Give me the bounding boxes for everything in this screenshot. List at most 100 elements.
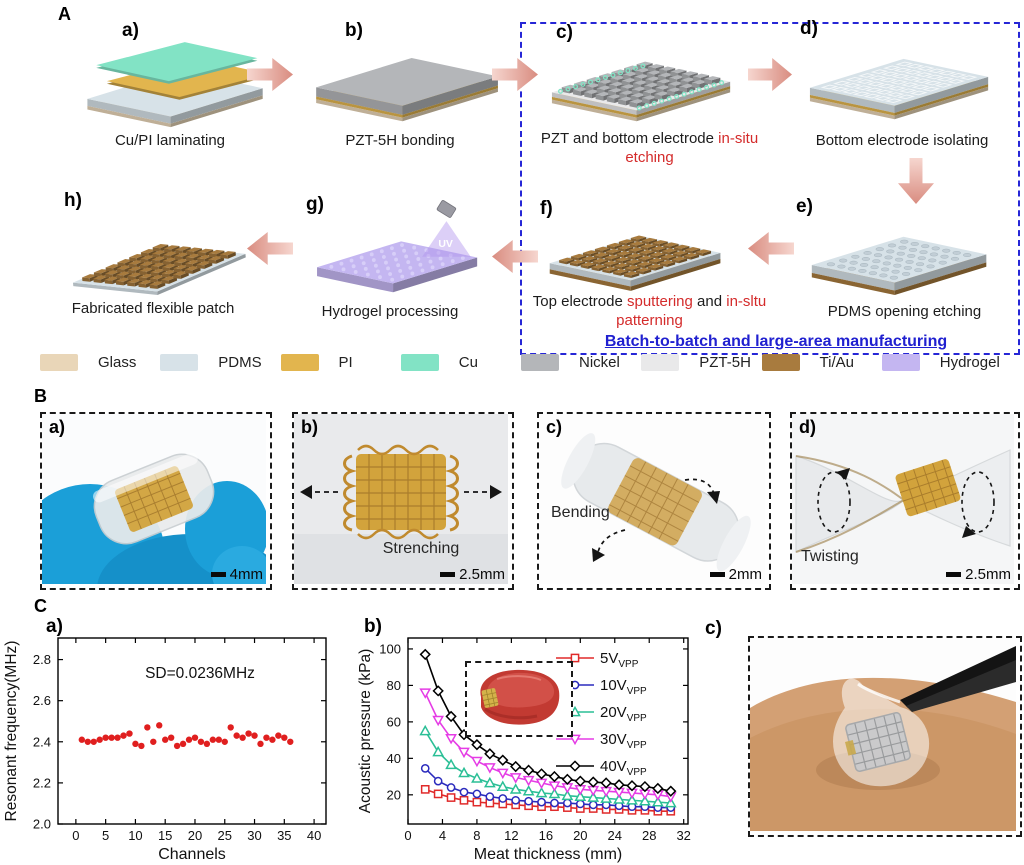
cu-label: Cu xyxy=(458,353,478,371)
svg-text:5: 5 xyxy=(102,828,109,843)
svg-text:100: 100 xyxy=(379,641,401,656)
step-c-label: c) xyxy=(556,22,573,43)
scalebar-a-bar xyxy=(210,572,226,577)
scalebar-b: 2.5mm xyxy=(440,566,505,583)
glass-swatch xyxy=(40,353,78,371)
legend-item-cu: Cu xyxy=(400,353,521,371)
step-h-label: h) xyxy=(64,190,82,211)
twisting-photo-scene xyxy=(792,414,1014,584)
pi-label: PI xyxy=(338,353,353,371)
chart-a-sublabel: a) xyxy=(46,616,63,637)
step-b-label: b) xyxy=(345,20,363,41)
svg-text:2.0: 2.0 xyxy=(33,817,51,832)
svg-text:30VVPP: 30VVPP xyxy=(600,731,647,751)
step-e-caption: PDMS opening etching xyxy=(827,303,982,320)
pi-swatch xyxy=(280,353,319,371)
pdms-label: PDMS xyxy=(218,353,262,371)
svg-text:5VVPP: 5VVPP xyxy=(600,650,639,670)
photo-stretching: b) Strenching 2.5mm xyxy=(292,412,514,590)
svg-text:35: 35 xyxy=(277,828,291,843)
scalebar-c: 2mm xyxy=(709,566,762,583)
materials-legend: Glass PDMS PI Cu Nickel PZT-5H Ti/Au Hyd… xyxy=(40,351,1002,373)
panel-b-letter: B xyxy=(34,386,47,406)
step-e-label: e) xyxy=(796,196,813,217)
step-e-illustration-pdms-opening xyxy=(811,236,987,295)
scalebar-c-bar xyxy=(709,572,725,577)
svg-text:16: 16 xyxy=(539,828,553,843)
scalebar-d-bar xyxy=(946,572,962,577)
glove-photo-scene xyxy=(15,414,287,644)
step-a-caption: Cu/PI laminating xyxy=(114,132,226,149)
svg-text:32: 32 xyxy=(676,828,690,843)
tiau-label: Ti/Au xyxy=(819,353,854,371)
legend-item-nickel: Nickel xyxy=(521,353,641,371)
step-h-illustration-fabricated-patch xyxy=(72,244,246,295)
twisting-annotation: Twisting xyxy=(801,548,859,565)
glass-label: Glass xyxy=(98,353,137,371)
panel-a-letter: A xyxy=(58,4,71,24)
svg-text:40VVPP: 40VVPP xyxy=(600,758,647,778)
pdms-swatch xyxy=(160,353,199,371)
svg-text:20: 20 xyxy=(573,828,587,843)
step-c-caption-black: PZT and bottom electrode xyxy=(540,130,719,147)
photo-c-sublabel: c) xyxy=(705,618,722,639)
batch-manufacturing-note: Batch-to-batch and large-area manufactur… xyxy=(555,333,997,351)
acoustic-pressure-chart: 0 4 8 12 16 20 24 28 32 20 40 60 80 100 Meat thickness… xyxy=(357,637,691,863)
svg-text:Channels: Channels xyxy=(158,846,226,863)
step-f-label: f) xyxy=(540,198,553,219)
bending-photo-scene xyxy=(539,414,765,584)
step-a-illustration-cu-pi-laminating xyxy=(87,42,269,128)
stretching-annotation: Strenching xyxy=(382,540,460,557)
svg-text:20: 20 xyxy=(387,787,401,802)
svg-text:20VVPP: 20VVPP xyxy=(600,704,647,724)
svg-text:24: 24 xyxy=(608,828,622,843)
svg-text:Acoustic pressure (kPa): Acoustic pressure (kPa) xyxy=(357,649,374,814)
step-a-label: a) xyxy=(122,20,139,41)
svg-text:25: 25 xyxy=(218,828,232,843)
step-g-label: g) xyxy=(306,194,324,215)
panel-c-letter: C xyxy=(34,596,47,616)
legend-item-glass: Glass xyxy=(40,353,160,371)
svg-text:4: 4 xyxy=(439,828,446,843)
step-h-caption: Fabricated flexible patch xyxy=(71,300,235,317)
step-f-caption-red2: in-sltu xyxy=(726,293,767,310)
step-g-illustration-hydrogel-processing: UV xyxy=(317,200,478,293)
step-f-caption-red1: sputtering xyxy=(626,293,693,310)
step-c-caption-red2: etching xyxy=(625,148,674,166)
skin-photo-scene xyxy=(750,638,1016,831)
step-d-caption: Bottom electrode isolating xyxy=(815,132,989,149)
photo-a-label: a) xyxy=(49,417,66,437)
svg-text:Meat thickness (mm): Meat thickness (mm) xyxy=(474,846,622,863)
cu-swatch xyxy=(400,353,439,371)
tiau-swatch xyxy=(761,353,800,371)
stretching-photo-scene xyxy=(294,414,508,584)
hydrogel-swatch xyxy=(881,353,920,371)
svg-text:Resonant frequency(MHz): Resonant frequency(MHz) xyxy=(3,641,20,822)
photo-d-label: d) xyxy=(799,417,816,437)
svg-text:SD=0.0236MHz: SD=0.0236MHz xyxy=(145,665,255,682)
svg-text:0: 0 xyxy=(404,828,411,843)
scalebar-d: 2.5mm xyxy=(946,566,1011,583)
svg-text:20: 20 xyxy=(188,828,202,843)
scalebar-b-text: 2.5mm xyxy=(459,566,505,583)
meat-inset xyxy=(465,661,573,737)
scalebar-a: 4mm xyxy=(210,566,263,583)
step-d-illustration-bottom-electrode-isolating xyxy=(809,58,989,120)
step-b-caption: PZT-5H bonding xyxy=(345,132,455,149)
step-g-caption: Hydrogel processing xyxy=(321,303,459,320)
pzt5h-swatch xyxy=(641,353,680,371)
svg-text:2.6: 2.6 xyxy=(33,693,51,708)
svg-text:10: 10 xyxy=(128,828,142,843)
svg-text:UV: UV xyxy=(438,238,453,250)
svg-text:80: 80 xyxy=(387,678,401,693)
svg-text:2.4: 2.4 xyxy=(33,734,51,749)
photo-bending: c) Bending 2mm xyxy=(537,412,771,590)
legend-item-pzt5h: PZT-5H xyxy=(641,353,761,371)
svg-text:28: 28 xyxy=(642,828,656,843)
svg-text:2.2: 2.2 xyxy=(33,775,51,790)
legend-item-pi: PI xyxy=(280,353,401,371)
hydrogel-label: Hydrogel xyxy=(939,353,1000,371)
bending-annotation: Bending xyxy=(551,504,610,521)
photo-patch-on-skin xyxy=(748,636,1022,837)
